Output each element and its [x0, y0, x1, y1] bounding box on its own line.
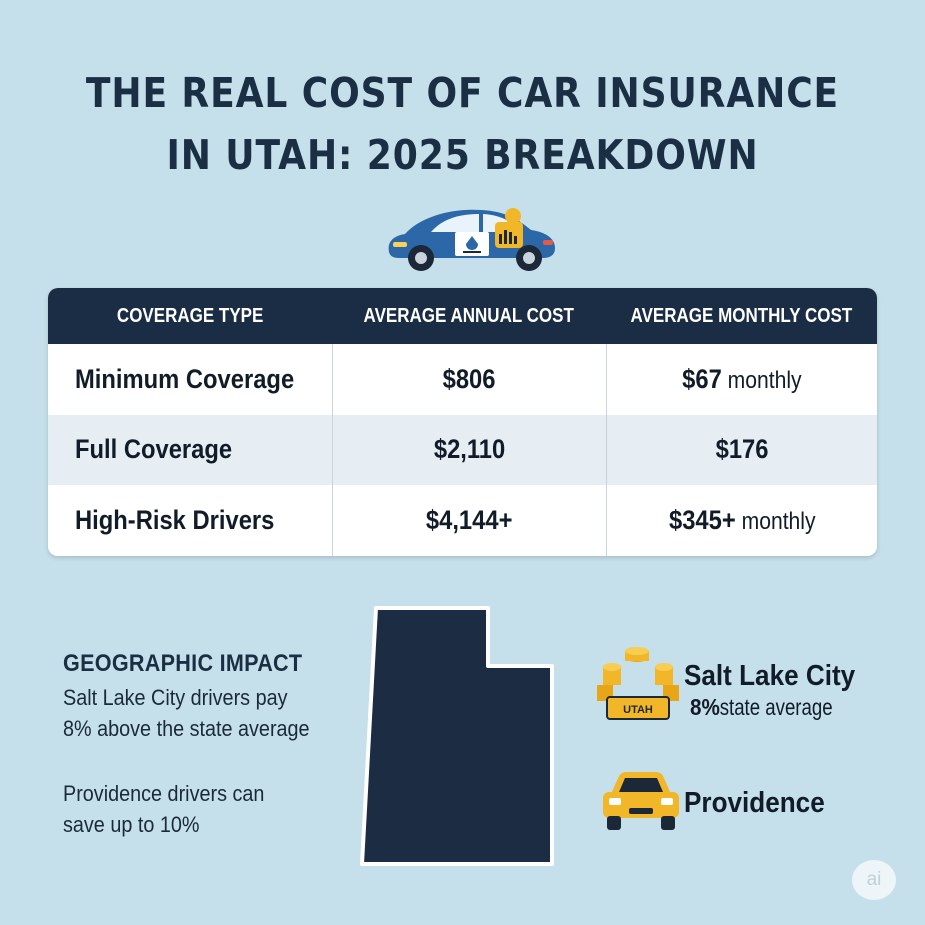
page-title: THE REAL COST OF CAR INSURANCE IN UTAH: … [0, 62, 925, 186]
row-coverage-type: Full Coverage [75, 434, 233, 465]
row-annual-cost: $4,144+ [332, 485, 606, 556]
geographic-impact: GEOGRAPHIC IMPACT Salt Lake City drivers… [63, 650, 353, 840]
yellow-car-icon [603, 772, 679, 830]
slc-label: Salt Lake City [684, 660, 856, 692]
row-monthly-cost: $345+ monthly [606, 485, 877, 556]
row-annual-cost: $2,110 [332, 414, 606, 486]
car-with-insurance-icon [388, 208, 555, 271]
table-row: High-Risk Drivers $4,144+ $345+ monthly [48, 485, 877, 556]
svg-text:UTAH: UTAH [623, 704, 653, 716]
table-row: Minimum Coverage $806 $67 monthly [48, 344, 877, 415]
slc-sublabel: 8% state average [690, 694, 833, 720]
title-line-1: THE REAL COST OF CAR INSURANCE [85, 69, 840, 117]
row-coverage-type: High-Risk Drivers [75, 504, 275, 535]
slc-paragraph: Salt Lake City drivers pay 8% above the … [63, 685, 310, 741]
title-line-2: IN UTAH: 2025 BREAKDOWN [166, 131, 759, 179]
ai-badge: ai [852, 860, 896, 900]
table-row: Full Coverage $2,110 $176 [48, 414, 877, 486]
row-annual-cost: $806 [332, 344, 606, 415]
header-monthly-cost: AVERAGE MONTHLY COST [630, 304, 853, 327]
providence-paragraph: Providence drivers can save up to 10% [63, 781, 265, 837]
coins-utah-plate-icon: UTAH [597, 647, 679, 720]
row-coverage-type: Minimum Coverage [75, 363, 295, 394]
geographic-heading: GEOGRAPHIC IMPACT [63, 650, 303, 677]
header-annual-cost: AVERAGE ANNUAL COST [363, 304, 575, 327]
providence-label: Providence [684, 787, 825, 819]
table-header: COVERAGE TYPE AVERAGE ANNUAL COST AVERAG… [48, 288, 877, 344]
row-monthly-cost: $176 [606, 414, 877, 486]
header-coverage-type: COVERAGE TYPE [116, 304, 264, 327]
utah-map-icon [360, 606, 554, 866]
row-monthly-cost: $67 monthly [606, 344, 877, 415]
cost-table: COVERAGE TYPE AVERAGE ANNUAL COST AVERAG… [48, 288, 877, 556]
